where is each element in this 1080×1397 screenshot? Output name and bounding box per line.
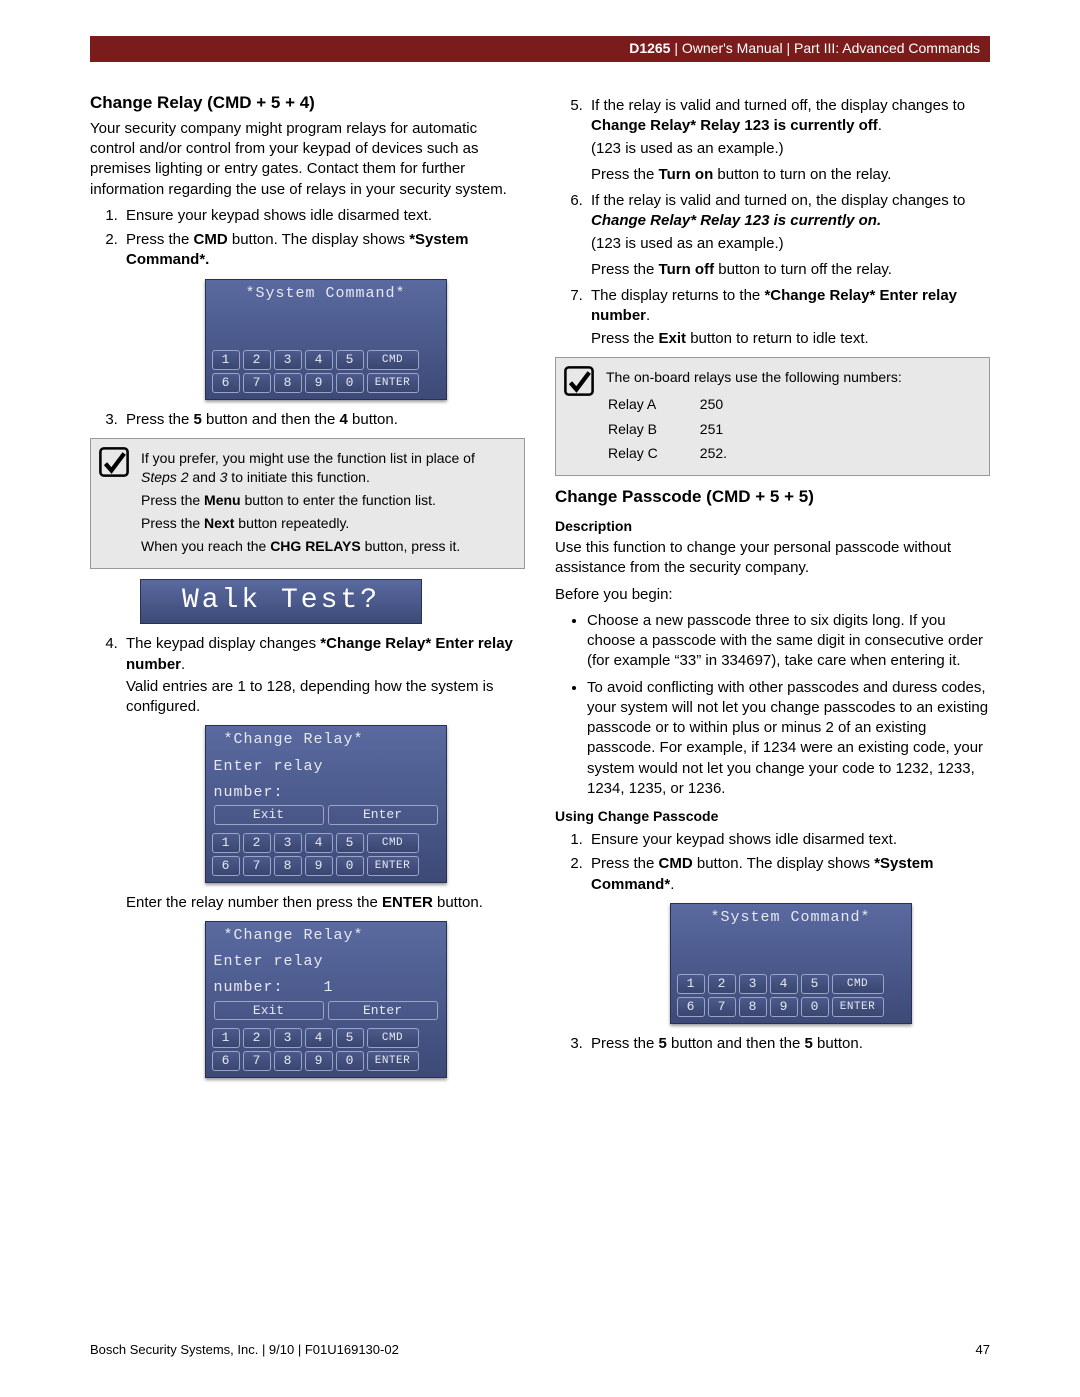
header-rest: | Owner's Manual | Part III: Advanced Co… <box>670 40 980 56</box>
key-4: 4 <box>305 350 333 370</box>
bullet-1: Choose a new passcode three to six digit… <box>587 611 990 672</box>
header-model: D1265 <box>629 40 670 56</box>
note-icon <box>91 439 137 567</box>
bullet-2: To avoid conflicting with other passcode… <box>587 678 990 800</box>
subheading-description: Description <box>555 517 990 536</box>
tip-box-relay-numbers: The on-board relays use the following nu… <box>555 357 990 477</box>
lcd-line: *Change Relay* <box>206 726 446 752</box>
heading-change-passcode: Change Passcode (CMD + 5 + 5) <box>555 486 990 509</box>
tip-box-function-list: If you prefer, you might use the functio… <box>90 438 525 568</box>
step-4: The keypad display changes *Change Relay… <box>122 634 525 1078</box>
keypad-change-relay-1: *Change Relay* Enter relay number: 1 Exi… <box>205 921 447 1078</box>
walk-test-banner: Walk Test? <box>140 579 422 625</box>
lcd-line: number: <box>206 779 446 805</box>
note-icon <box>556 358 602 476</box>
page-footer: Bosch Security Systems, Inc. | 9/10 | F0… <box>90 1342 990 1357</box>
p-step-1: Ensure your keypad shows idle disarmed t… <box>587 830 990 850</box>
step-1: Ensure your keypad shows idle disarmed t… <box>122 206 525 226</box>
key-7: 7 <box>243 373 271 393</box>
key-5: 5 <box>336 350 364 370</box>
relay-table: Relay A250 Relay B251 Relay C252. <box>606 391 769 468</box>
key-9: 9 <box>305 373 333 393</box>
softkey-exit: Exit <box>214 805 324 825</box>
footer-left: Bosch Security Systems, Inc. | 9/10 | F0… <box>90 1342 399 1357</box>
step-6: If the relay is valid and turned on, the… <box>587 191 990 280</box>
step-7: The display returns to the *Change Relay… <box>587 286 990 349</box>
lcd-line: *System Command* <box>206 280 446 306</box>
left-column: Change Relay (CMD + 5 + 4) Your security… <box>90 92 525 1088</box>
footer-page-number: 47 <box>976 1342 990 1357</box>
subheading-using: Using Change Passcode <box>555 807 990 826</box>
keypad-change-relay-empty: *Change Relay* Enter relay number: Exit … <box>205 725 447 882</box>
intro-paragraph: Your security company might program rela… <box>90 119 525 200</box>
softkey-enter: Enter <box>328 805 438 825</box>
key-enter: ENTER <box>367 373 419 393</box>
page-header: D1265 | Owner's Manual | Part III: Advan… <box>90 36 990 62</box>
key-2: 2 <box>243 350 271 370</box>
key-3: 3 <box>274 350 302 370</box>
step-3: Press the 5 button and then the 4 button… <box>122 410 525 430</box>
key-0: 0 <box>336 373 364 393</box>
right-column: If the relay is valid and turned off, th… <box>555 92 990 1088</box>
lcd-line: Enter relay <box>206 753 446 779</box>
keypad-system-command-2: *System Command* 12345CMD 67890ENTER <box>670 903 912 1024</box>
before-begin: Before you begin: <box>555 585 990 605</box>
keypad-system-command-1: *System Command* 1 2 3 4 5 CMD 6 7 8 <box>205 279 447 400</box>
p-step-2: Press the CMD button. The display shows … <box>587 854 990 1024</box>
step-2: Press the CMD button. The display shows … <box>122 230 525 400</box>
key-1: 1 <box>212 350 240 370</box>
key-8: 8 <box>274 373 302 393</box>
step-5: If the relay is valid and turned off, th… <box>587 96 990 185</box>
key-cmd: CMD <box>367 350 419 370</box>
heading-change-relay: Change Relay (CMD + 5 + 4) <box>90 92 525 115</box>
desc-paragraph: Use this function to change your persona… <box>555 538 990 579</box>
p-step-3: Press the 5 button and then the 5 button… <box>587 1034 990 1054</box>
key-6: 6 <box>212 373 240 393</box>
